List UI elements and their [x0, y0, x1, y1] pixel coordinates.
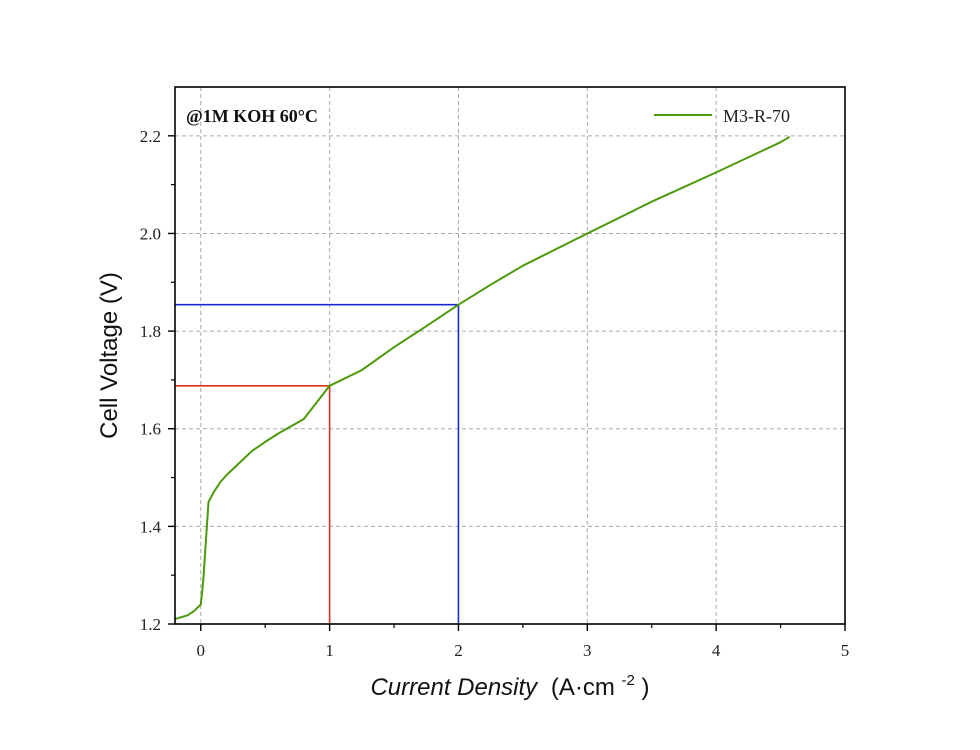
x-axis-title: Current Density (A·cm -2 ) — [370, 664, 649, 701]
y-axis-title: Cell Voltage (V) — [96, 272, 123, 439]
x-axis-title-unit-exp: -2 — [622, 672, 635, 689]
series-layer — [174, 135, 791, 621]
x-tick-label: 4 — [712, 641, 721, 660]
legend-label: M3-R-70 — [723, 106, 790, 126]
y-tick-label: 1.6 — [140, 420, 161, 439]
x-axis-title-italic: Current Density — [370, 674, 539, 701]
y-tick-label: 1.2 — [140, 615, 161, 634]
y-tick-label: 2.2 — [140, 127, 161, 146]
y-tick-label: 1.8 — [140, 322, 161, 341]
x-tick-label: 2 — [454, 641, 463, 660]
x-tick-label: 3 — [583, 641, 592, 660]
legend: M3-R-70 — [654, 106, 790, 126]
plot-area-frame — [174, 86, 846, 625]
guide-lines — [175, 303, 460, 624]
x-tick-label: 5 — [841, 641, 850, 660]
x-tick-label: 1 — [325, 641, 334, 660]
x-tick-label: 0 — [197, 641, 206, 660]
axis-ticks: 0 1 2 3 4 5 1.2 1.4 1.6 1.8 2.0 2.2 — [140, 127, 850, 660]
x-axis-title-unit-prefix: (A·cm — [551, 674, 615, 701]
grid-lines — [175, 87, 845, 624]
series-line-m3-r-70 — [174, 135, 791, 621]
x-axis-title-unit-suffix: ) — [642, 674, 650, 701]
condition-annotation: @1M KOH 60°C — [186, 106, 318, 126]
y-tick-label: 2.0 — [140, 224, 161, 243]
y-tick-label: 1.4 — [140, 517, 162, 536]
